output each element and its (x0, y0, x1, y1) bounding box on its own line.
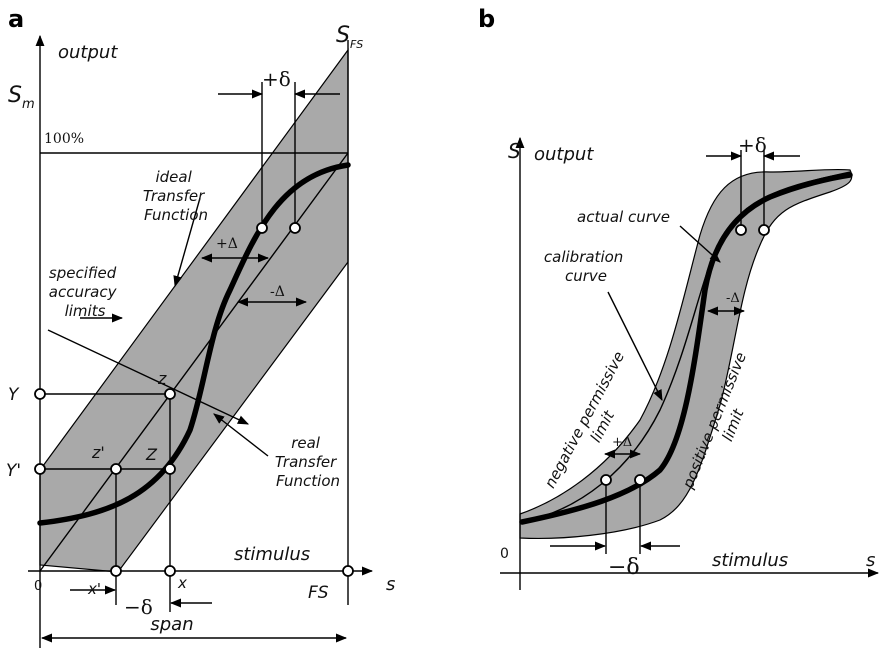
actual-pointer (679, 225, 721, 263)
span-label: span (150, 614, 193, 635)
real-pointer (213, 413, 269, 457)
x-prime-label: x' (87, 580, 101, 598)
fs-label: FS (308, 583, 329, 603)
x-point (164, 565, 176, 577)
b-s-label: S (508, 139, 521, 163)
panel-a-letter: a (8, 5, 24, 33)
a-stimulus-label: stimulus (234, 544, 310, 565)
a-plus-big-delta: +Δ (216, 236, 238, 252)
z-point (164, 388, 176, 400)
Z-label: Z (145, 445, 158, 464)
b-minus-big-delta: -Δ (726, 291, 740, 306)
a-plus-delta-label: +δ (262, 67, 291, 91)
b-plus-delta-label: +δ (738, 133, 767, 157)
calibration-label: calibration curve (544, 248, 628, 285)
Y-label: Y (8, 385, 20, 405)
b-curve-point-minus-delta (600, 474, 612, 486)
b-plus-big-delta: +Δ (612, 435, 632, 450)
y-prime-point (34, 463, 46, 475)
ideal-pointer (173, 197, 201, 288)
a-zero-label: 0 (34, 579, 42, 594)
actual-label: actual curve (577, 208, 670, 226)
percent-label: 100% (44, 131, 84, 147)
Z-point (164, 463, 176, 475)
z-prime-label: z' (91, 443, 105, 462)
b-zero-label: 0 (500, 546, 509, 562)
a-output-label: output (58, 42, 118, 63)
calibration-pointer (607, 291, 663, 402)
a-minus-delta-label: −δ (124, 595, 153, 619)
panel-b: b S output +δ actua (478, 5, 880, 590)
b-stimulus-label: stimulus (712, 550, 788, 571)
z-prime-point (110, 463, 122, 475)
actual-curve (519, 172, 853, 525)
ideal-label: ideal Transfer Function (143, 168, 209, 224)
panel-b-letter: b (478, 5, 495, 33)
curve-point-plus-delta (289, 222, 301, 234)
b-curve-point-plus-delta (758, 224, 770, 236)
Y-prime-label: Y' (6, 461, 21, 481)
b-minus-delta-label: −δ (608, 555, 640, 580)
curve-point-plus (256, 222, 268, 234)
x-prime-point (110, 565, 122, 577)
accuracy-label: specified accuracy limits (49, 264, 121, 320)
sfs-label: SFS (336, 23, 363, 51)
panel-a: a (6, 5, 395, 648)
a-minus-big-delta: -Δ (270, 284, 285, 300)
b-curve-point-plus (735, 224, 747, 236)
sm-label: Sm (8, 83, 35, 112)
a-s-label: s (386, 574, 395, 595)
fs-point (342, 565, 354, 577)
y-point (34, 388, 46, 400)
b-curve-point (634, 474, 646, 486)
accuracy-pointer-right (47, 329, 250, 425)
b-output-label: output (534, 144, 594, 165)
real-transfer-curve (37, 162, 351, 526)
real-label: real Transfer Function (275, 434, 341, 490)
b-s-axis-label: s (866, 550, 875, 571)
permissive-band (519, 168, 853, 540)
z-label: z (157, 369, 167, 388)
x-label: x (177, 574, 187, 592)
